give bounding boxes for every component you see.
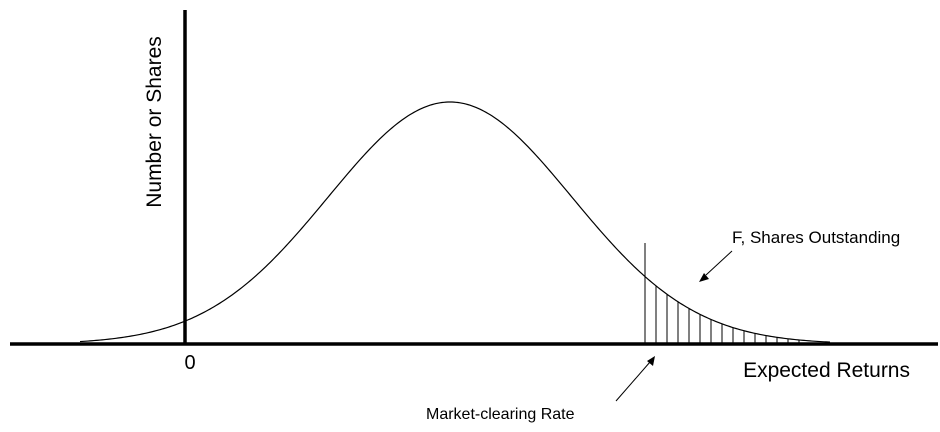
shares-outstanding-hatch: [644, 276, 800, 344]
y-axis-label: Number or Shares: [143, 36, 166, 208]
market-clearing-rate-label: Market-clearing Rate: [426, 406, 575, 423]
distribution-curve: [79, 101, 831, 343]
shares-outstanding-label: F, Shares Outstanding: [732, 228, 900, 247]
market-clearing-rate-arrow: [615, 356, 655, 402]
x-axis-label: Expected Returns: [743, 359, 910, 382]
shares-outstanding-arrow: [699, 250, 733, 282]
origin-label: 0: [184, 352, 195, 374]
